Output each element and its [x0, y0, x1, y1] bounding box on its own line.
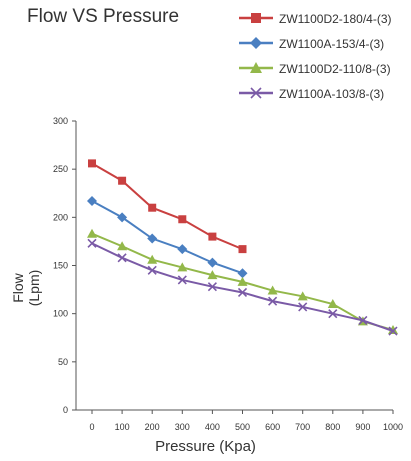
legend-item-series-2: ZW1100A-153/4-(3): [237, 35, 411, 60]
y-tick-label: 200: [53, 212, 68, 222]
data-point-series-4: [207, 282, 217, 292]
y-tick-label: 50: [58, 357, 68, 367]
legend-marker-4: [250, 87, 262, 99]
chart-title: Flow VS Pressure: [27, 6, 180, 27]
legend-swatch-series-1: [239, 13, 273, 23]
x-axis-label: Pressure (Kpa): [155, 438, 256, 455]
data-point-series-1: [118, 176, 127, 185]
x-tick-label: 900: [355, 422, 370, 432]
data-point-series-2: [207, 257, 218, 268]
legend-swatch-series-3: [239, 62, 273, 73]
data-point-series-4: [177, 275, 187, 285]
legend-item-series-3: ZW1100D2-110/8-(3): [237, 60, 411, 85]
data-point-series-3: [147, 254, 158, 264]
series-line-4: [91, 242, 394, 332]
x-tick-label: 700: [295, 422, 310, 432]
legend-marker-1: [251, 13, 261, 23]
data-point-series-2: [117, 212, 128, 223]
data-point-series-4: [388, 326, 398, 336]
data-point-series-4: [358, 315, 368, 325]
data-point-series-4: [328, 309, 338, 319]
legend-label-series-1: ZW1100D2-180/4-(3): [279, 12, 392, 26]
x-tick-label: 600: [265, 422, 280, 432]
data-point-series-1: [148, 203, 157, 212]
legend-item-series-4: ZW1100A-103/8-(3): [237, 85, 411, 110]
data-point-series-2: [87, 195, 97, 206]
data-point-series-2: [147, 233, 158, 244]
legend: ZW1100D2-180/4-(3) ZW1100A-153/4-(3) ZW1…: [237, 10, 411, 110]
data-point-series-4: [117, 253, 127, 263]
legend-item-series-1: ZW1100D2-180/4-(3): [237, 10, 411, 35]
data-point-series-4: [237, 287, 248, 298]
y-tick-label: 150: [53, 261, 68, 271]
y-tick-label: 250: [53, 164, 68, 174]
y-axis-label: Flow (Lpm): [10, 269, 42, 307]
series-line-2: [91, 200, 243, 275]
data-point-series-3: [117, 241, 128, 251]
data-point-series-3: [388, 325, 398, 335]
x-tick-label: 500: [235, 422, 250, 432]
data-point-series-4: [298, 302, 308, 312]
x-tick-label: 1000: [383, 422, 403, 432]
data-point-series-3: [237, 276, 248, 286]
legend-label-series-2: ZW1100A-153/4-(3): [279, 37, 385, 51]
y-tick-label: 300: [53, 116, 68, 126]
y-tick-label: 100: [53, 309, 68, 319]
data-point-series-1: [178, 215, 187, 224]
x-tick-label: 800: [325, 422, 340, 432]
data-point-series-4: [87, 238, 97, 248]
x-tick-label: 200: [145, 422, 160, 432]
x-tick-label: 0: [89, 422, 94, 432]
data-point-series-1: [88, 159, 96, 168]
data-point-series-1: [208, 232, 217, 241]
data-point-series-2: [177, 244, 188, 255]
legend-label-series-3: ZW1100D2-110/8-(3): [279, 62, 391, 76]
data-point-series-3: [327, 299, 338, 309]
y-tick-label: 0: [63, 405, 68, 415]
legend-marker-2: [250, 37, 262, 49]
data-point-series-1: [238, 245, 247, 254]
x-tick-label: 400: [205, 422, 220, 432]
legend-marker-3: [250, 62, 262, 73]
data-point-series-2: [237, 268, 248, 279]
series-line-1: [91, 162, 243, 251]
x-tick-label: 100: [115, 422, 130, 432]
legend-label-series-4: ZW1100A-103/8-(3): [279, 87, 385, 101]
x-tick-label: 300: [175, 422, 190, 432]
data-point-series-3: [87, 228, 97, 238]
data-point-series-3: [297, 291, 308, 301]
data-point-series-4: [147, 265, 157, 275]
legend-swatch-series-4: [239, 87, 273, 99]
data-point-series-3: [177, 262, 188, 272]
data-point-series-4: [268, 296, 278, 306]
data-point-series-3: [207, 270, 218, 280]
data-point-series-3: [267, 285, 278, 295]
legend-swatch-series-2: [239, 37, 273, 49]
